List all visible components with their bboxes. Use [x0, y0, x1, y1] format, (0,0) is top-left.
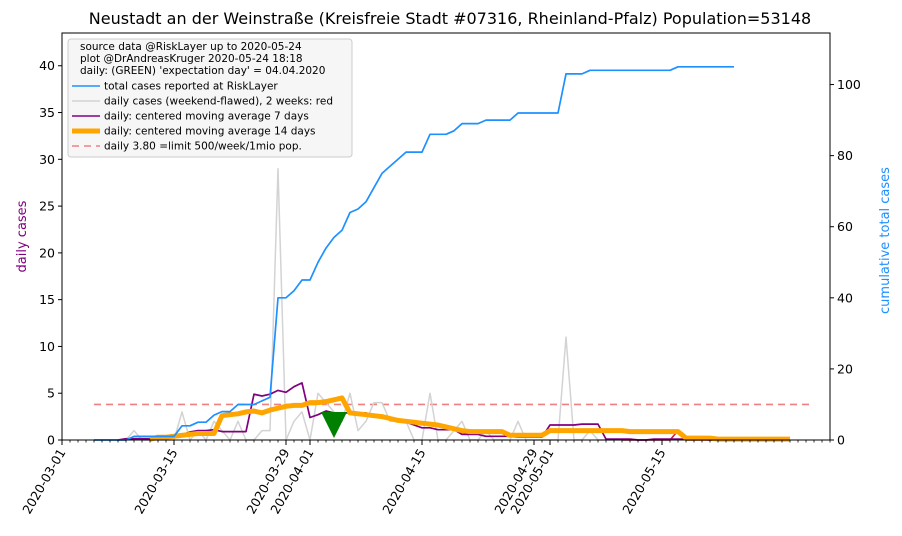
- series-line-ma14: [149, 395, 790, 442]
- y-tick-label-right: 100: [837, 77, 861, 92]
- legend-info-line: daily: (GREEN) 'expectation day' = 04.04…: [80, 65, 325, 77]
- legend-box: [67, 38, 353, 158]
- series-line-ma7: [117, 382, 734, 441]
- y-tick-label-left: 40: [39, 58, 55, 73]
- plot-border: [61, 32, 831, 441]
- legend-label-ma7: daily: centered moving average 7 days: [104, 111, 309, 123]
- expectation-day-marker: [321, 411, 347, 438]
- y-tick-label-left: 15: [39, 292, 55, 307]
- legend-info-line: plot @DrAndreasKruger 2020-05-24 18:18: [80, 53, 303, 65]
- legend-label-cumulative: total cases reported at RiskLayer: [104, 81, 278, 93]
- legend-label-ma14: daily: centered moving average 14 days: [104, 126, 316, 138]
- x-tick-label: 2020-05-15: [619, 446, 668, 516]
- axis-right: 0 20 40 60 80 100: [830, 77, 861, 448]
- legend-label-limit: daily 3.80 =limit 500/week/1mio pop.: [104, 141, 302, 153]
- axis-bottom: 2020-03-01 2020-03-15 2020-03-292020-04-01…: [19, 440, 831, 516]
- y-tick-label-right: 40: [837, 290, 853, 305]
- axis-left: 0 5 10 15 20 25 30 35 40: [39, 58, 62, 448]
- y-tick-label-right: 80: [837, 148, 853, 163]
- x-tick-label: 2020-03-15: [131, 446, 180, 516]
- y-axis-label-left: daily cases: [15, 200, 30, 272]
- legend: source data @RiskLayer up to 2020-05-24 …: [67, 38, 353, 158]
- x-tick-label: 2020-03-01: [19, 446, 68, 516]
- y-tick-label-left: 20: [39, 245, 55, 260]
- y-axis-label-right: cumulative total cases: [878, 167, 893, 314]
- series-line-cumulative: [94, 65, 734, 441]
- chart-title: Neustadt an der Weinstraße (Kreisfreie S…: [89, 9, 811, 28]
- y-tick-label-left: 10: [39, 339, 55, 354]
- legend-label-daily: daily cases (weekend-flawed), 2 weeks: r…: [104, 96, 333, 108]
- y-tick-label-left: 30: [39, 152, 55, 167]
- y-tick-label-left: 0: [47, 433, 55, 448]
- y-tick-label-left: 25: [39, 199, 55, 214]
- y-tick-label-right: 20: [837, 361, 853, 376]
- y-tick-label-right: 60: [837, 219, 853, 234]
- legend-info-line: source data @RiskLayer up to 2020-05-24: [80, 41, 302, 53]
- y-tick-label-left: 35: [39, 105, 55, 120]
- x-tick-label: 2020-04-15: [379, 446, 428, 516]
- y-tick-label-right: 0: [837, 433, 845, 448]
- y-tick-label-left: 5: [47, 386, 55, 401]
